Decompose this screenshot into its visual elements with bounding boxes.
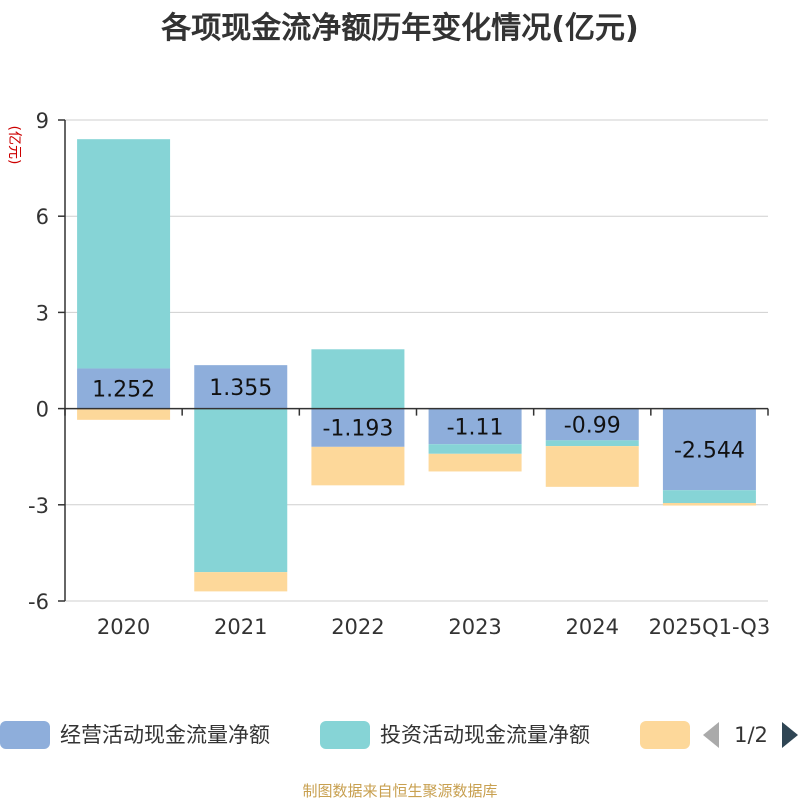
legend-swatch-2[interactable]	[320, 721, 370, 749]
x-tick-label: 2025Q1-Q3	[649, 615, 771, 639]
legend-page-indicator: 1/2	[734, 723, 768, 747]
bar-series1-2022[interactable]	[311, 408, 405, 447]
data-labels: 1.252 1.355 -1.193 -1.11 -0.99 -2.544	[92, 376, 745, 464]
legend-next-icon[interactable]	[782, 722, 798, 748]
bar-series1-2021[interactable]	[194, 365, 288, 409]
x-tick-label: 2021	[214, 615, 267, 639]
data-label: -1.193	[322, 417, 393, 442]
bar-series2-2020[interactable]	[77, 139, 171, 369]
source-note: 制图数据来自恒生聚源数据库	[302, 782, 497, 800]
y-tick-label: 0	[36, 398, 49, 422]
legend-label[interactable]: 投资活动现金流量净额	[380, 723, 590, 747]
y-tick-label: 9	[36, 109, 49, 133]
bars	[77, 139, 756, 592]
x-tick-label: 2020	[97, 615, 150, 639]
legend-swatch-1[interactable]	[0, 721, 50, 749]
bar-series1-2025Q1-Q3[interactable]	[662, 408, 756, 491]
bar-series3-2020[interactable]	[77, 408, 171, 420]
x-tick-label: 2022	[331, 615, 384, 639]
y-tick-label: 6	[36, 205, 49, 229]
legend: 经营活动现金流量净额 投资活动现金流量净额 1/2	[0, 721, 798, 749]
data-label: 1.355	[209, 376, 272, 401]
bar-series1-2023[interactable]	[428, 408, 522, 445]
data-label: -0.99	[564, 413, 621, 438]
y-tick-label: -6	[28, 590, 49, 614]
legend-swatch-3[interactable]	[640, 721, 690, 749]
y-tick-label: -3	[28, 494, 49, 518]
bar-series2-2025Q1-Q3[interactable]	[662, 490, 756, 504]
bar-series3-2025Q1-Q3[interactable]	[662, 503, 756, 506]
y-axis-unit-label: (亿元)	[6, 126, 22, 165]
bar-series3-2024[interactable]	[545, 446, 639, 487]
axes: 9 6 3 0 -3 -6 2020 2021 2022 2023 2024 2025Q1-Q3	[28, 109, 770, 639]
chart-title: 各项现金流净额历年变化情况(亿元)	[160, 11, 638, 46]
bar-series2-2024[interactable]	[545, 440, 639, 447]
x-tick-label: 2023	[448, 615, 501, 639]
data-label: -2.544	[674, 438, 745, 463]
grid-lines	[65, 119, 768, 602]
data-label: 1.252	[92, 378, 155, 403]
bar-series3-2022[interactable]	[311, 446, 405, 486]
bar-series3-2023[interactable]	[428, 453, 522, 472]
bar-series1-2024[interactable]	[545, 408, 639, 441]
bar-series3-2021[interactable]	[194, 572, 288, 592]
bar-series1-2020[interactable]	[77, 368, 171, 409]
legend-label[interactable]: 经营活动现金流量净额	[60, 723, 270, 747]
legend-prev-icon[interactable]	[703, 722, 719, 748]
data-label: -1.11	[447, 415, 504, 440]
y-tick-label: 3	[36, 301, 49, 325]
bar-series2-2021[interactable]	[194, 408, 288, 573]
x-tick-label: 2024	[566, 615, 619, 639]
bar-series2-2023[interactable]	[428, 444, 522, 454]
bar-series2-2022[interactable]	[311, 349, 405, 409]
